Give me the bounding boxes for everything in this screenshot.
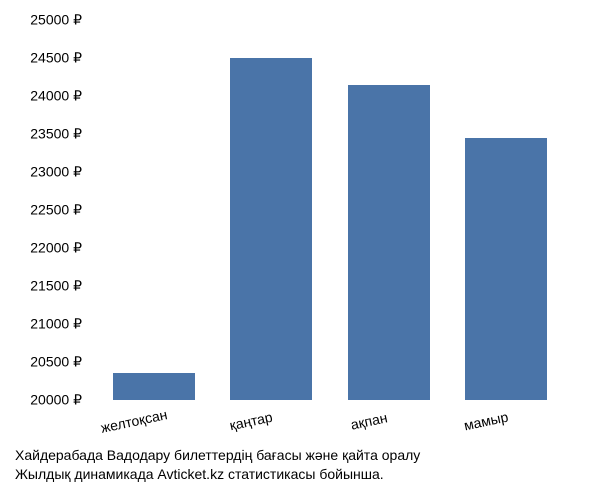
caption: Хайдерабада Вадодару билеттердің бағасы … — [15, 446, 420, 485]
chart-container: 20000 ₽ 20500 ₽ 21000 ₽ 21500 ₽ 22000 ₽ 22500… — [0, 0, 600, 500]
y-tick-label: 20500 ₽ — [30, 354, 82, 371]
bar — [465, 138, 547, 400]
y-tick-label: 22500 ₽ — [30, 202, 82, 219]
caption-line-2: Жылдық динамикада Avticket.kz статистика… — [15, 465, 420, 485]
bar — [113, 373, 195, 400]
y-tick-label: 25000 ₽ — [30, 12, 82, 29]
y-tick-label: 24500 ₽ — [30, 50, 82, 67]
plot-area — [95, 20, 565, 400]
y-tick-label: 21500 ₽ — [30, 278, 82, 295]
y-axis: 20000 ₽20500 ₽21000 ₽21500 ₽22000 ₽22500… — [0, 20, 90, 400]
bar — [230, 58, 312, 400]
y-tick-label: 24000 ₽ — [30, 88, 82, 105]
y-tick-label: 21000 ₽ — [30, 316, 82, 333]
bar — [348, 85, 430, 400]
x-tick-label: желтоқсан — [99, 406, 168, 436]
y-tick-label: 23000 ₽ — [30, 164, 82, 181]
y-tick-label: 22000 ₽ — [30, 240, 82, 257]
y-tick-label: 23500 ₽ — [30, 126, 82, 143]
x-tick-label: ақпан — [349, 409, 389, 432]
x-tick-label: мамыр — [463, 409, 510, 434]
y-tick-label: 20000 ₽ — [30, 392, 82, 409]
x-axis: желтоқсан қаңтар ақпан мамыр — [95, 405, 565, 435]
x-tick-label: қаңтар — [228, 409, 274, 434]
bars-group — [95, 20, 565, 400]
caption-line-1: Хайдерабада Вадодару билеттердің бағасы … — [15, 446, 420, 466]
